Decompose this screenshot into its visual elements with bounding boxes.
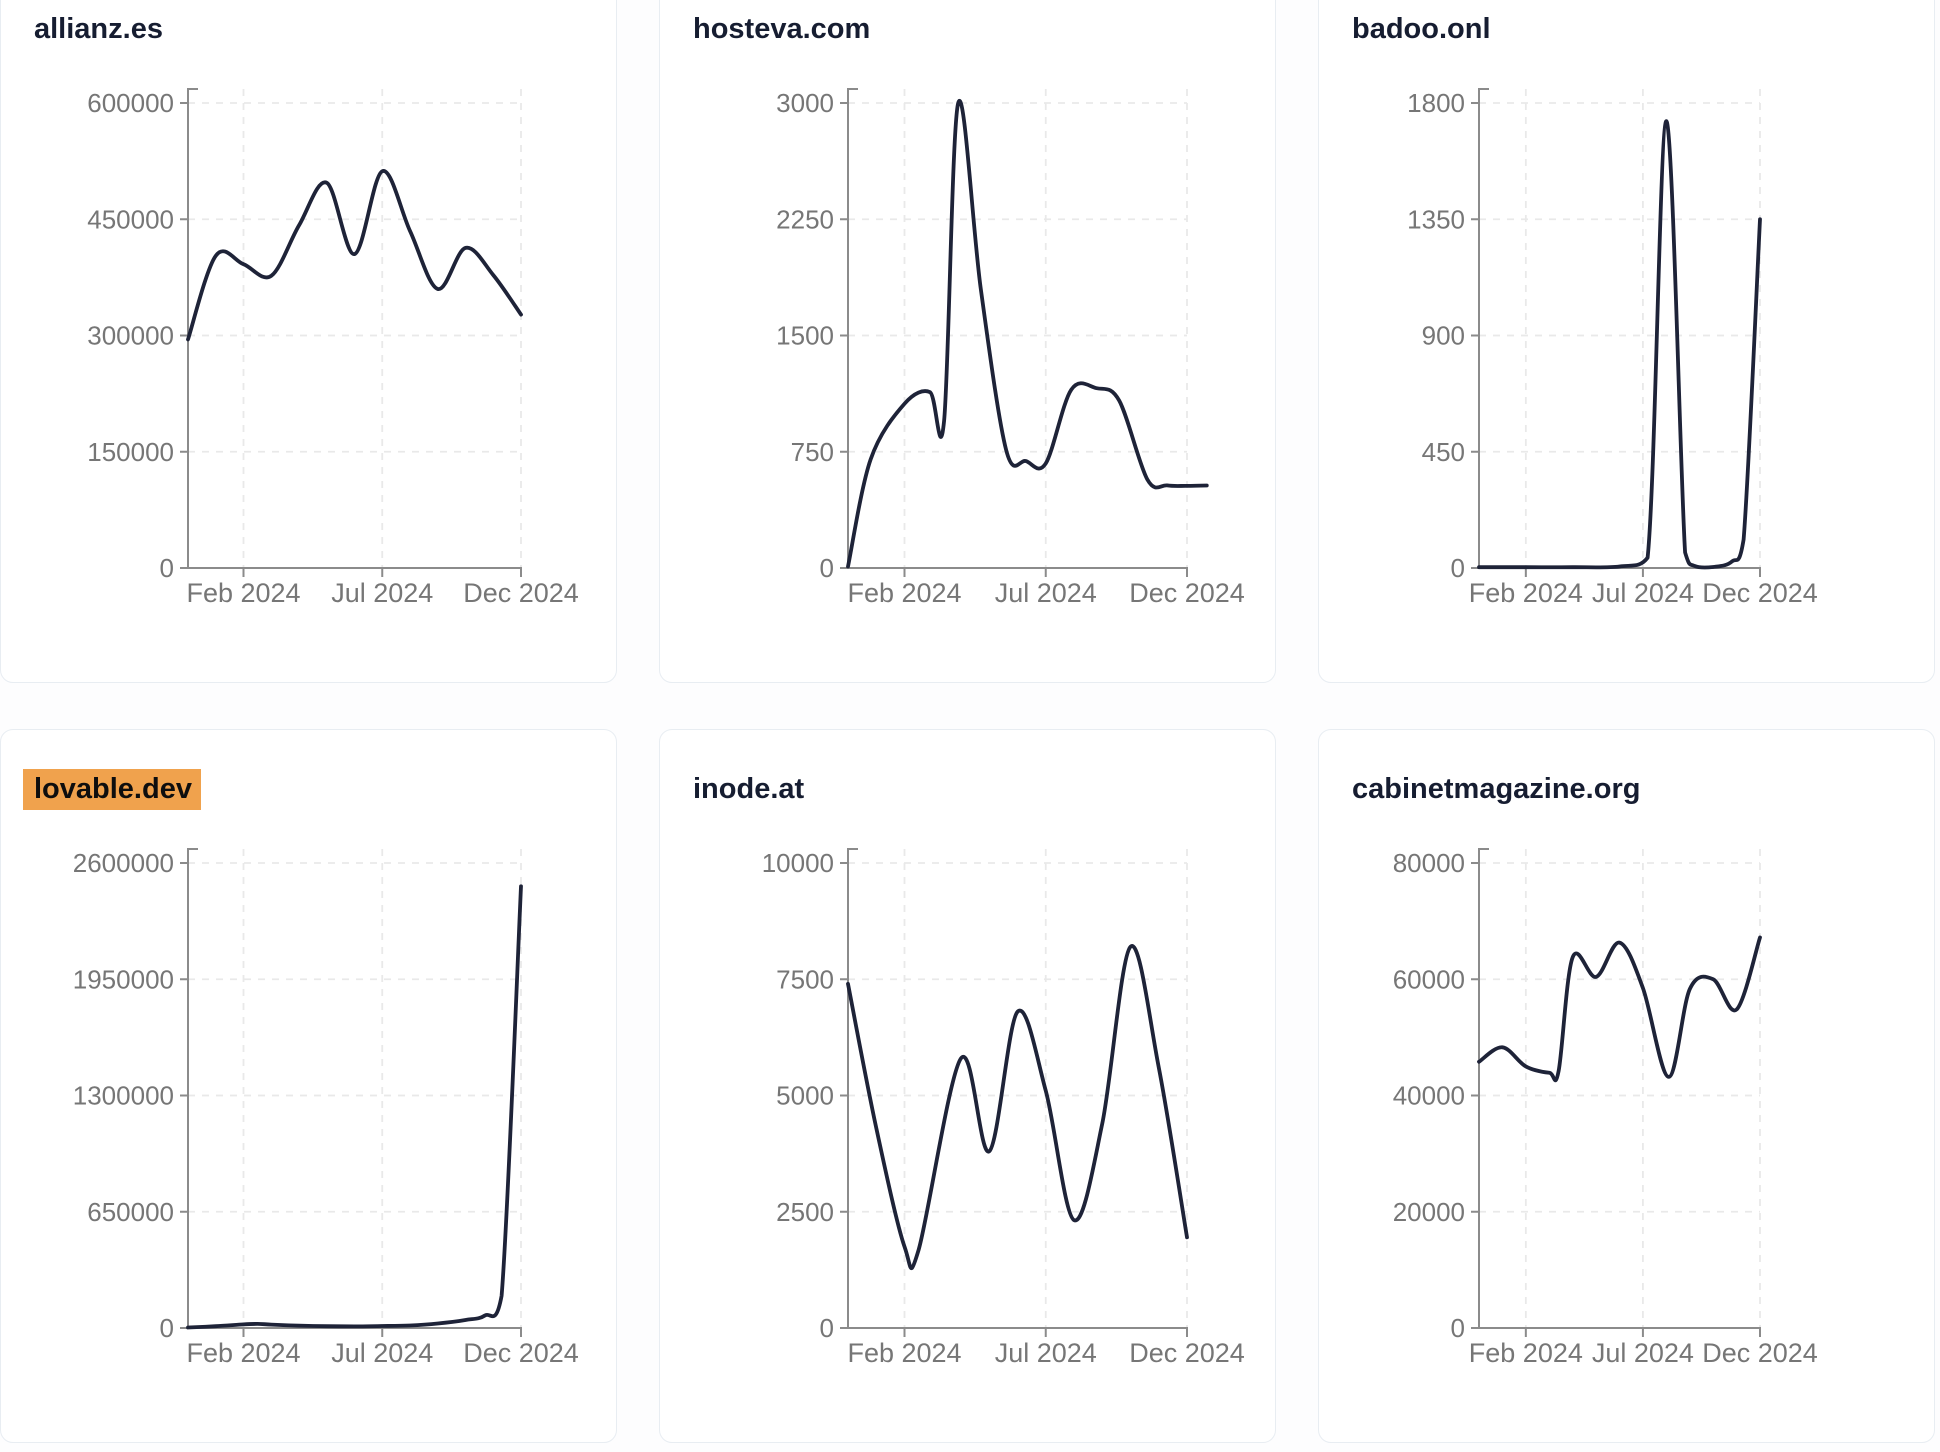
svg-text:5000: 5000 xyxy=(776,1081,834,1111)
svg-text:20000: 20000 xyxy=(1393,1197,1465,1227)
chart-card-badoo-onl: badoo.onl 1800 1350 900 450 0 Feb 2024 Jul 202… xyxy=(1318,0,1935,683)
svg-text:Feb 2024: Feb 2024 xyxy=(186,1338,300,1368)
svg-text:750: 750 xyxy=(791,437,834,467)
chart-title: lovable.dev xyxy=(23,769,201,810)
chart-title: hosteva.com xyxy=(693,12,870,47)
svg-text:Jul 2024: Jul 2024 xyxy=(331,578,433,608)
svg-text:0: 0 xyxy=(1451,553,1465,583)
domain-label: hosteva.com xyxy=(693,13,871,45)
svg-text:1800: 1800 xyxy=(1407,88,1465,118)
svg-text:60000: 60000 xyxy=(1393,964,1465,994)
chart-card-lovable-dev: lovable.dev 2600000 1950000 1300000 650000 0… xyxy=(0,729,617,1443)
chart-card-hosteva-com: hosteva.com 3000 2250 1500 750 0 Feb 2024 Jul … xyxy=(659,0,1276,683)
svg-text:Dec 2024: Dec 2024 xyxy=(463,1338,579,1368)
svg-text:Jul 2024: Jul 2024 xyxy=(1592,578,1694,608)
svg-text:Jul 2024: Jul 2024 xyxy=(995,578,1097,608)
svg-text:10000: 10000 xyxy=(762,848,834,878)
svg-text:0: 0 xyxy=(820,553,834,583)
svg-text:Jul 2024: Jul 2024 xyxy=(1592,1338,1694,1368)
svg-text:7500: 7500 xyxy=(776,964,834,994)
svg-text:80000: 80000 xyxy=(1393,848,1465,878)
svg-text:Feb 2024: Feb 2024 xyxy=(186,578,300,608)
svg-text:Jul 2024: Jul 2024 xyxy=(995,1338,1097,1368)
traffic-line-chart: 600000 450000 300000 150000 0 Feb 2024 Jul 202… xyxy=(1,0,616,682)
svg-text:0: 0 xyxy=(1451,1313,1465,1343)
svg-text:450000: 450000 xyxy=(87,204,174,234)
domain-label-highlighted: lovable.dev xyxy=(23,769,201,810)
line-chart-svg: 600000 450000 300000 150000 0 Feb 2024 Jul 202… xyxy=(87,88,579,608)
line-chart-svg: 10000 7500 5000 2500 0 Feb 2024 Jul 2024 Dec 20… xyxy=(762,848,1245,1368)
svg-text:Dec 2024: Dec 2024 xyxy=(1702,1338,1818,1368)
svg-text:2600000: 2600000 xyxy=(73,848,174,878)
svg-text:Feb 2024: Feb 2024 xyxy=(1469,578,1583,608)
svg-text:450: 450 xyxy=(1422,437,1465,467)
traffic-line-chart: 80000 60000 40000 20000 0 Feb 2024 Jul 2024 Dec… xyxy=(1319,730,1934,1442)
chart-card-allianz-es: allianz.es 600000 450000 300000 150000 0 Feb … xyxy=(0,0,617,683)
svg-text:300000: 300000 xyxy=(87,321,174,351)
svg-text:650000: 650000 xyxy=(87,1197,174,1227)
chart-title: badoo.onl xyxy=(1352,12,1491,47)
svg-text:900: 900 xyxy=(1422,321,1465,351)
svg-text:600000: 600000 xyxy=(87,88,174,118)
svg-text:40000: 40000 xyxy=(1393,1081,1465,1111)
svg-text:0: 0 xyxy=(160,1313,174,1343)
line-chart-svg: 3000 2250 1500 750 0 Feb 2024 Jul 2024 Dec 2024 xyxy=(776,88,1245,608)
domain-label: cabinetmagazine.org xyxy=(1352,773,1641,805)
domain-label: inode.at xyxy=(693,773,805,805)
chart-card-cabinetmagazine-org: cabinetmagazine.org 80000 60000 40000 20000… xyxy=(1318,729,1935,1443)
traffic-line-chart: 2600000 1950000 1300000 650000 0 Feb 2024 Jul … xyxy=(1,730,616,1442)
svg-text:3000: 3000 xyxy=(776,88,834,118)
svg-text:1300000: 1300000 xyxy=(73,1081,174,1111)
chart-card-inode-at: inode.at 10000 7500 5000 2500 0 Feb 2024 Jul 2… xyxy=(659,729,1276,1443)
traffic-line-chart: 10000 7500 5000 2500 0 Feb 2024 Jul 2024 Dec 20… xyxy=(660,730,1275,1442)
traffic-line-chart: 1800 1350 900 450 0 Feb 2024 Jul 2024 Dec 2024 xyxy=(1319,0,1934,682)
svg-text:0: 0 xyxy=(820,1313,834,1343)
svg-text:Feb 2024: Feb 2024 xyxy=(847,578,961,608)
chart-title: allianz.es xyxy=(34,12,163,47)
svg-text:Dec 2024: Dec 2024 xyxy=(1129,1338,1245,1368)
traffic-line-chart: 3000 2250 1500 750 0 Feb 2024 Jul 2024 Dec 2024 xyxy=(660,0,1275,682)
svg-text:Dec 2024: Dec 2024 xyxy=(1129,578,1245,608)
svg-text:Feb 2024: Feb 2024 xyxy=(1469,1338,1583,1368)
svg-text:Dec 2024: Dec 2024 xyxy=(463,578,579,608)
chart-title: cabinetmagazine.org xyxy=(1352,772,1640,807)
svg-text:Jul 2024: Jul 2024 xyxy=(331,1338,433,1368)
domain-label: allianz.es xyxy=(34,13,163,45)
svg-text:Dec 2024: Dec 2024 xyxy=(1702,578,1818,608)
svg-text:1500: 1500 xyxy=(776,321,834,351)
svg-text:0: 0 xyxy=(160,553,174,583)
svg-text:2250: 2250 xyxy=(776,204,834,234)
svg-text:150000: 150000 xyxy=(87,437,174,467)
chart-title: inode.at xyxy=(693,772,804,807)
line-chart-svg: 2600000 1950000 1300000 650000 0 Feb 2024 Jul … xyxy=(73,848,579,1368)
domain-label: badoo.onl xyxy=(1352,13,1491,45)
svg-text:Feb 2024: Feb 2024 xyxy=(847,1338,961,1368)
svg-text:1950000: 1950000 xyxy=(73,964,174,994)
svg-text:1350: 1350 xyxy=(1407,204,1465,234)
svg-text:2500: 2500 xyxy=(776,1197,834,1227)
